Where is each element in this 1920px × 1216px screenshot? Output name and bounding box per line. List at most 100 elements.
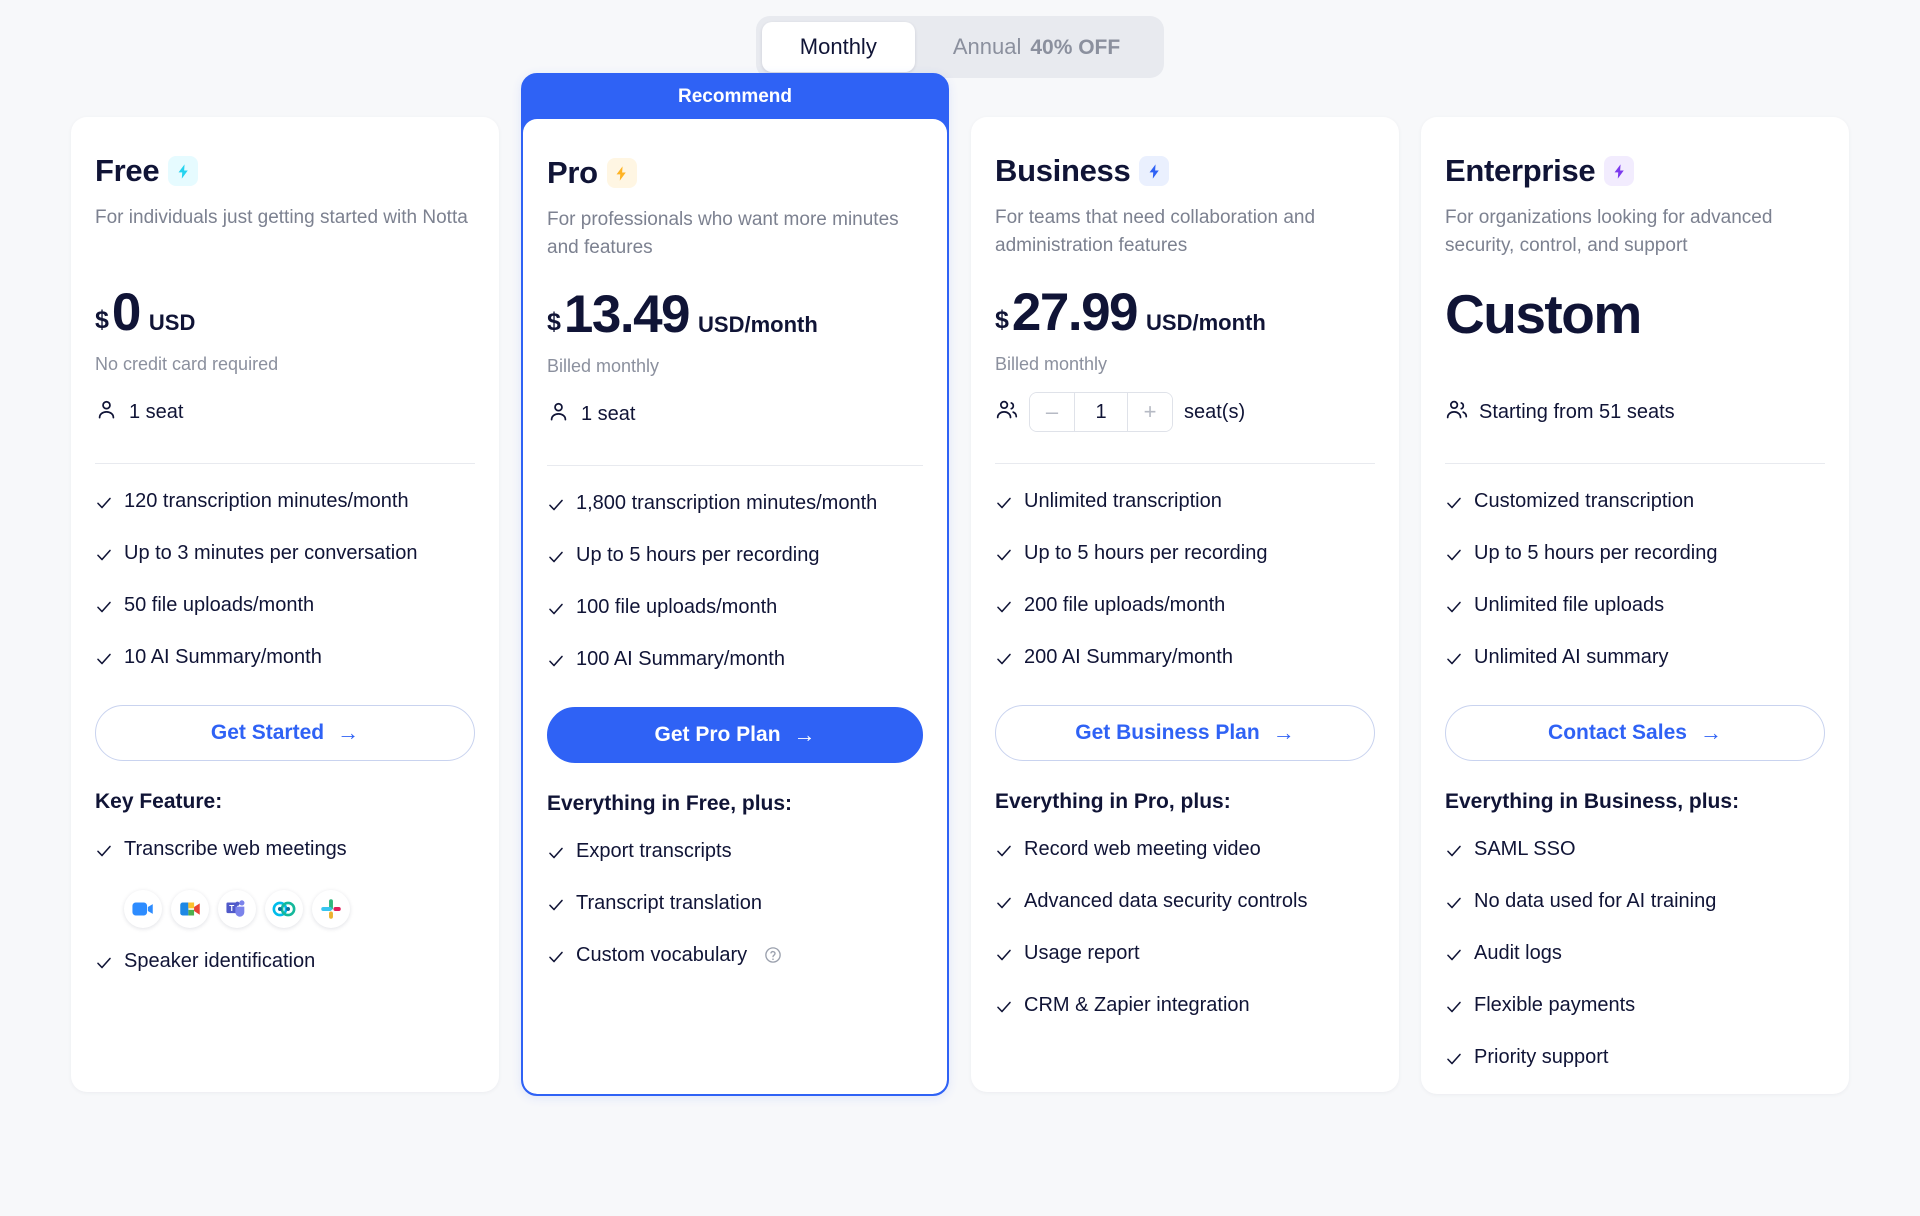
- arrow-right-icon: →: [793, 722, 816, 747]
- plan-cta-button[interactable]: Get Pro Plan →: [547, 707, 923, 763]
- feature-list: Unlimited transcription Up to 5 hours per…: [995, 490, 1375, 674]
- feature-item: CRM & Zapier integration: [995, 994, 1375, 1022]
- feature-label: Advanced data security controls: [1024, 890, 1308, 912]
- extra-section-title: Everything in Free, plus:: [547, 792, 793, 815]
- plan-card-business[interactable]: Business For teams that need collaboratio…: [971, 117, 1399, 1092]
- arrow-right-icon: →: [337, 720, 360, 745]
- feature-item: Up to 5 hours per recording: [1445, 542, 1825, 570]
- plan-cta-button[interactable]: Get Started →: [95, 705, 475, 761]
- people-icon: [1445, 398, 1468, 427]
- toggle-annual-label: Annual: [952, 34, 1022, 59]
- check-icon: [95, 490, 113, 518]
- billing-toggle-container: Monthly Annual 40% OFF: [0, 0, 1920, 78]
- check-icon: [1445, 542, 1463, 570]
- feature-item: Flexible payments: [1445, 994, 1825, 1022]
- feature-item: 1,800 transcription minutes/month: [547, 492, 923, 520]
- seat-decrement-button[interactable]: –: [1030, 393, 1074, 431]
- check-icon: [995, 542, 1013, 570]
- help-icon[interactable]: [758, 944, 782, 967]
- seat-increment-button[interactable]: +: [1128, 393, 1172, 431]
- check-icon: [995, 890, 1013, 918]
- check-icon: [95, 950, 113, 978]
- plan-header: Pro: [547, 155, 923, 191]
- feature-label: Customized transcription: [1474, 490, 1695, 512]
- feature-label: Audit logs: [1474, 942, 1562, 964]
- plan-header: Enterprise: [1445, 153, 1825, 189]
- feature-label: 100 file uploads/month: [576, 596, 778, 618]
- check-icon: [1445, 942, 1463, 970]
- feature-label: SAML SSO: [1474, 838, 1576, 860]
- plan-price: $27.99 USD/month: [995, 282, 1375, 342]
- seat-row: Starting from 51 seats: [1445, 390, 1825, 434]
- feature-label: 120 transcription minutes/month: [124, 490, 409, 512]
- feature-label: Transcript translation: [576, 892, 762, 914]
- integration-icon-row: T: [124, 890, 475, 928]
- plan-description: For professionals who want more minutes …: [547, 209, 899, 258]
- feature-item: SAML SSO: [1445, 838, 1825, 866]
- feature-item: 100 AI Summary/month: [547, 648, 923, 676]
- bolt-icon: [1139, 156, 1170, 186]
- plan-card-free[interactable]: Free For individuals just getting started…: [71, 117, 499, 1092]
- check-icon: [995, 646, 1013, 674]
- seat-count-value[interactable]: 1: [1074, 393, 1128, 431]
- price-period: USD/month: [1146, 310, 1266, 335]
- plan-description: For individuals just getting started wit…: [95, 207, 468, 228]
- feature-label: Up to 5 hours per recording: [1474, 542, 1718, 564]
- check-icon: [95, 646, 113, 674]
- feature-item: Record web meeting video: [995, 838, 1375, 866]
- billing-note: No credit card required: [95, 354, 279, 374]
- plan-card-pro[interactable]: Recommend Pro For professionals who want m…: [521, 73, 949, 1096]
- plan-price: $13.49 USD/month: [547, 284, 923, 344]
- extra-feature-list: Transcribe web meetings T Speaker identifi…: [95, 838, 475, 978]
- check-icon: [1445, 646, 1463, 674]
- check-icon: [547, 944, 565, 972]
- extra-feature-list: SAML SSO No data used for AI training Audi…: [1445, 838, 1825, 1074]
- svg-text:T: T: [229, 904, 234, 913]
- feature-item: Export transcripts: [547, 840, 923, 868]
- plan-name: Pro: [547, 155, 598, 190]
- arrow-right-icon: →: [1699, 720, 1722, 745]
- feature-label: Export transcripts: [576, 840, 732, 862]
- feature-item: 200 AI Summary/month: [995, 646, 1375, 674]
- feature-item: 10 AI Summary/month: [95, 646, 475, 674]
- extra-section-title: Everything in Business, plus:: [1445, 790, 1740, 813]
- check-icon: [95, 594, 113, 622]
- divider: [995, 463, 1375, 464]
- seat-stepper[interactable]: –1 +: [1029, 392, 1173, 432]
- toggle-option-monthly[interactable]: Monthly: [761, 22, 915, 72]
- plan-card-enterprise[interactable]: Enterprise For organizations looking for …: [1421, 117, 1849, 1094]
- cta-label: Get Business Plan: [1075, 721, 1260, 744]
- bolt-icon: [1604, 156, 1635, 186]
- seat-row: 1 seat: [95, 390, 475, 434]
- divider: [1445, 463, 1825, 464]
- billing-toggle[interactable]: Monthly Annual 40% OFF: [755, 16, 1165, 78]
- feature-label: Priority support: [1474, 1046, 1609, 1068]
- check-icon: [1445, 490, 1463, 518]
- plan-name: Enterprise: [1445, 153, 1596, 188]
- feature-label: CRM & Zapier integration: [1024, 994, 1250, 1016]
- check-icon: [95, 542, 113, 570]
- slack-icon: [312, 890, 350, 928]
- divider: [547, 465, 923, 466]
- seat-label: 1 seat: [581, 402, 636, 425]
- person-icon: [547, 400, 570, 429]
- plan-cta-button[interactable]: Get Business Plan →: [995, 705, 1375, 761]
- feature-label: Speaker identification: [124, 950, 316, 972]
- plan-cta-button[interactable]: Contact Sales →: [1445, 705, 1825, 761]
- feature-label: Up to 3 minutes per conversation: [124, 542, 418, 564]
- check-icon: [995, 838, 1013, 866]
- plan-price: $0 USD: [95, 282, 475, 342]
- feature-label: Record web meeting video: [1024, 838, 1261, 860]
- plan-description: For teams that need collaboration and ad…: [995, 207, 1316, 256]
- feature-item: Up to 3 minutes per conversation: [95, 542, 475, 570]
- feature-item: 200 file uploads/month: [995, 594, 1375, 622]
- toggle-option-annual[interactable]: Annual 40% OFF: [915, 22, 1158, 72]
- feature-label: 1,800 transcription minutes/month: [576, 492, 878, 514]
- billing-note: Billed monthly: [995, 354, 1108, 374]
- zoom-icon: [124, 890, 162, 928]
- feature-item: Transcribe web meetings: [95, 838, 475, 866]
- check-icon: [547, 596, 565, 624]
- feature-label: 200 file uploads/month: [1024, 594, 1226, 616]
- feature-item: Advanced data security controls: [995, 890, 1375, 918]
- feature-label: Unlimited file uploads: [1474, 594, 1665, 616]
